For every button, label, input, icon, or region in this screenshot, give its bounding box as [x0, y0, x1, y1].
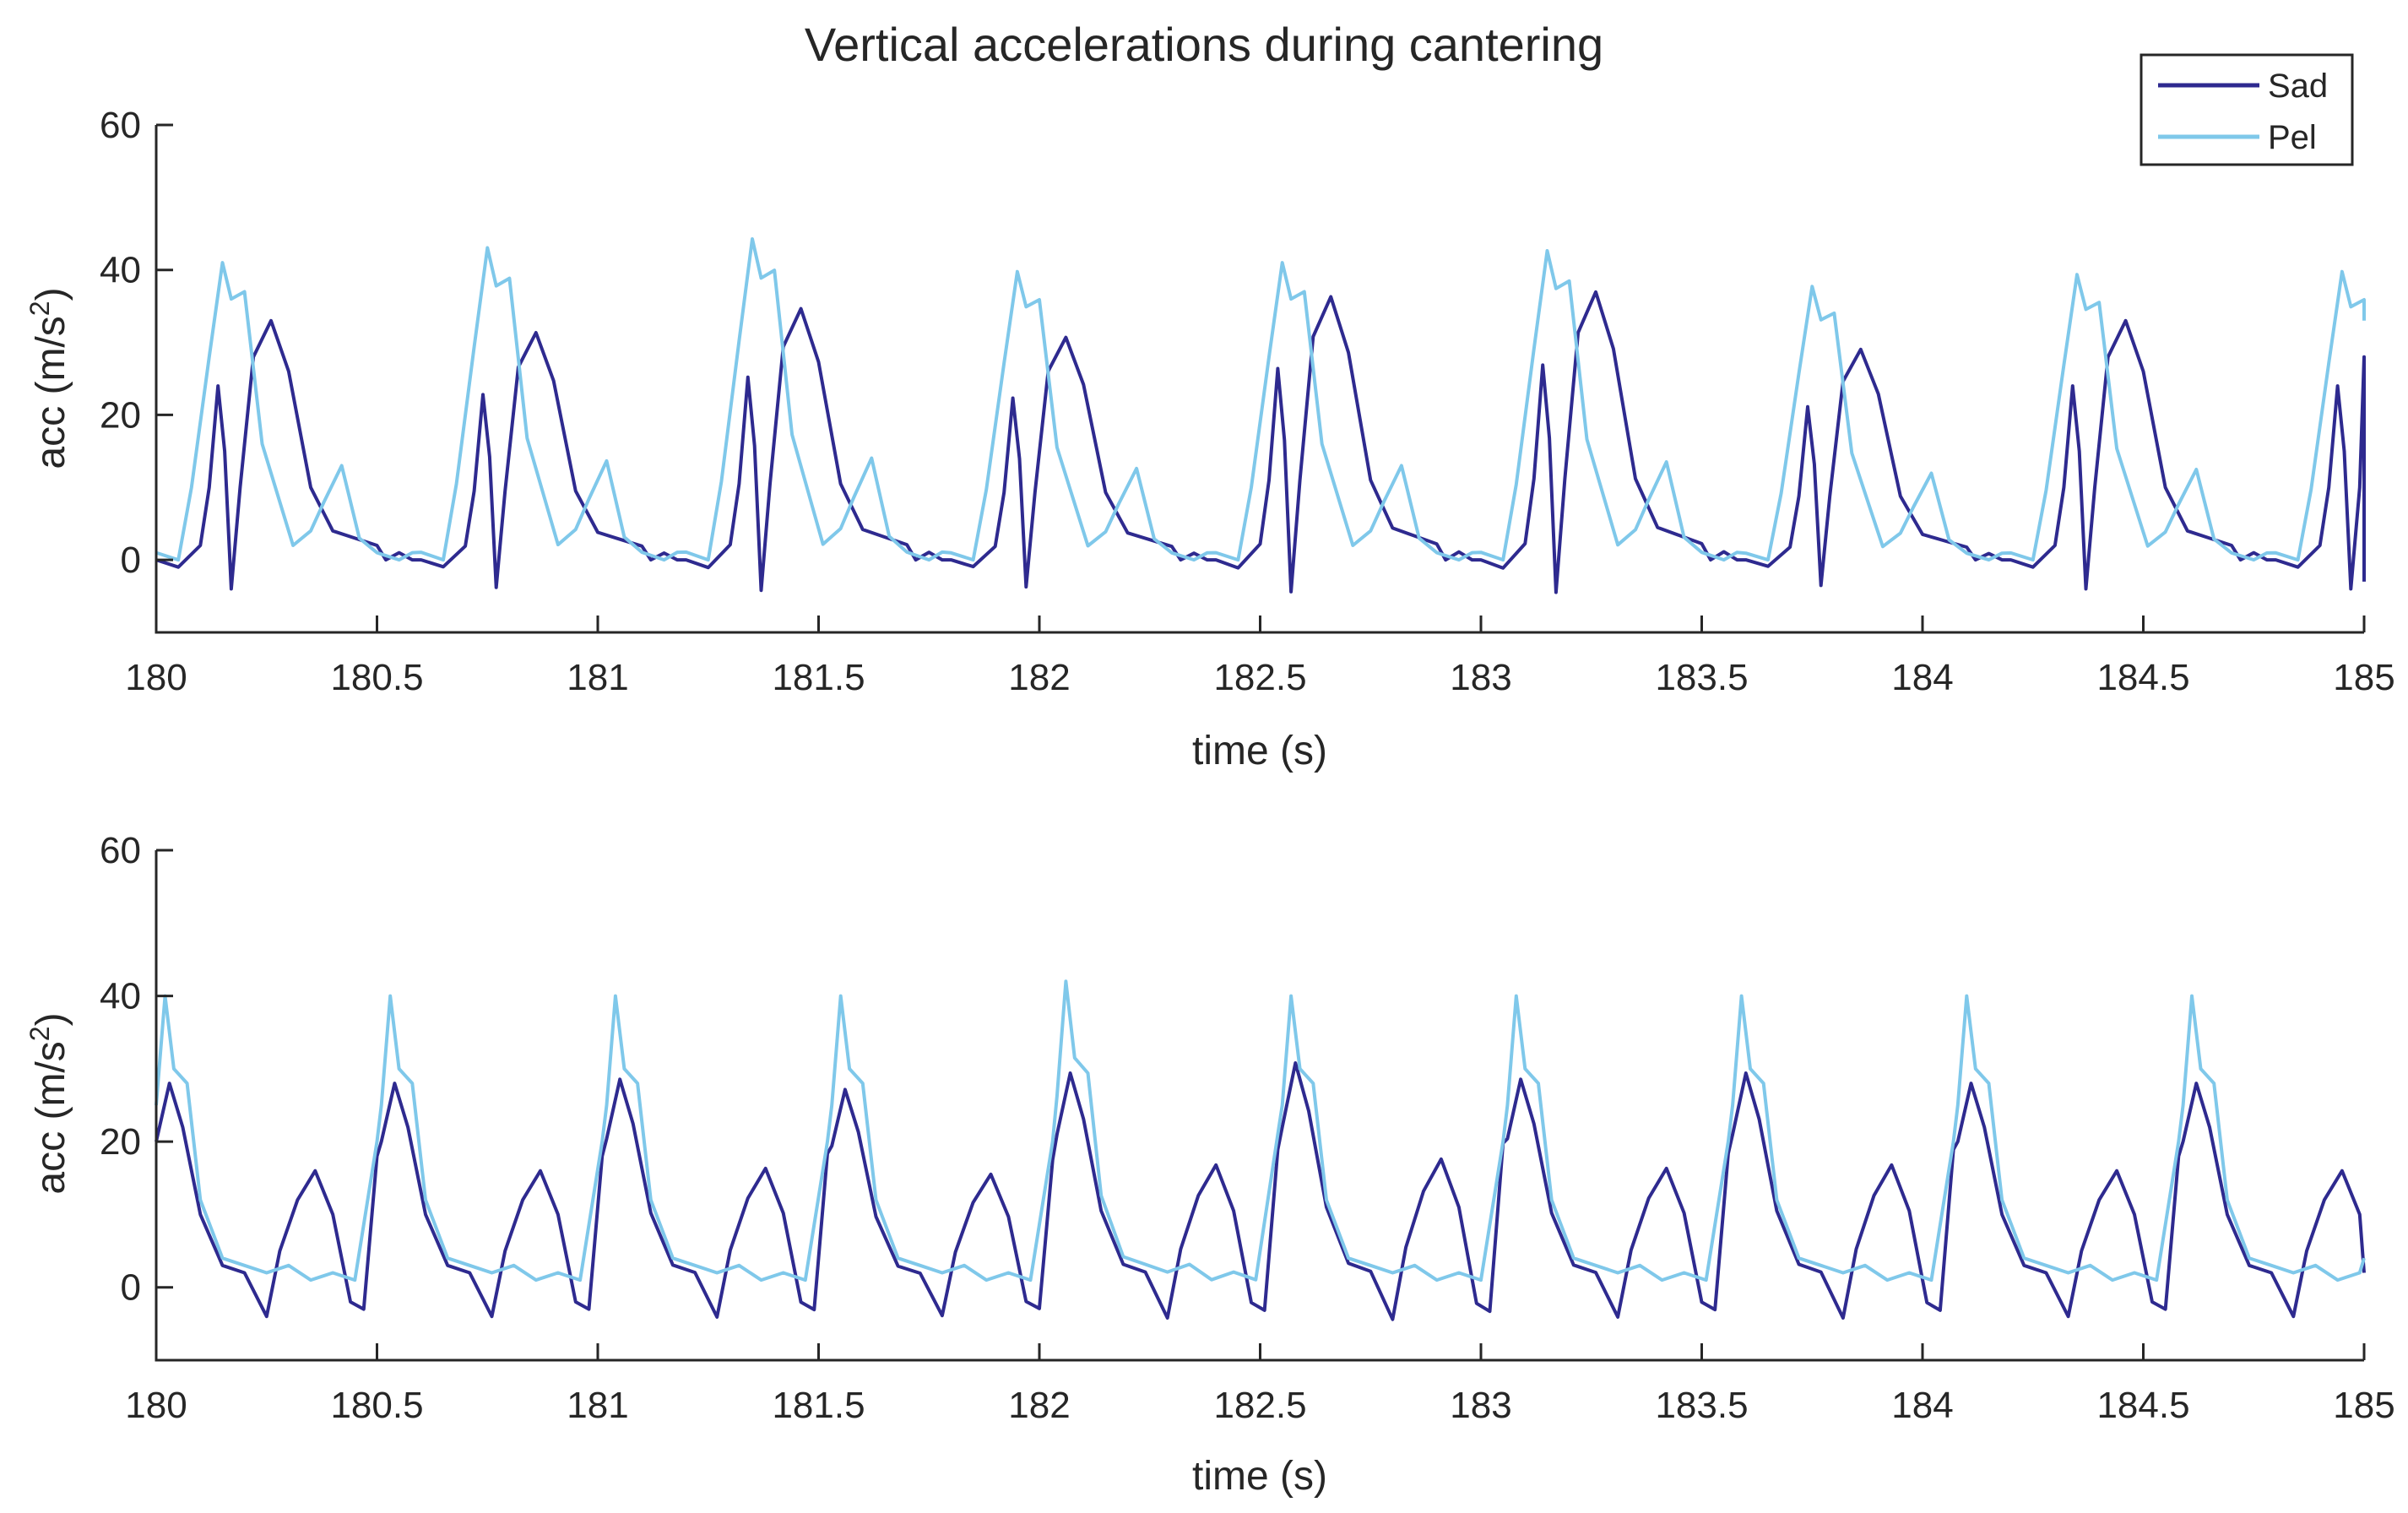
y-tick-label: 20 — [100, 1121, 141, 1163]
bottom-axes: 180 180.5 181 181.5 182 182.5 183 183.5 184 184.5… — [24, 830, 2395, 1499]
series-line-pel — [155, 237, 2366, 562]
y-tick-label: 60 — [100, 105, 141, 146]
top-x-axis-label: time (s) — [1192, 729, 1327, 773]
y-tick-label: 0 — [121, 1267, 141, 1309]
bottom-y-axis-label: acc (m/s2) — [24, 1012, 73, 1194]
x-tick-label: 183.5 — [1655, 657, 1748, 698]
series-line-sad — [155, 1061, 2366, 1321]
top-y-ticks: 0 20 40 60 — [100, 105, 173, 581]
x-tick-label: 184.5 — [2096, 657, 2189, 698]
bottom-x-ticks: 180 180.5 181 181.5 182 182.5 183 183.5 184 184.5… — [125, 1343, 2395, 1426]
y-tick-label: 40 — [100, 250, 141, 291]
bottom-plot-lines — [155, 979, 2366, 1321]
x-tick-label: 184.5 — [2096, 1385, 2189, 1426]
x-tick-label: 181.5 — [772, 657, 865, 698]
bottom-y-ticks: 0 20 40 60 — [100, 830, 173, 1309]
y-tick-label: 0 — [121, 540, 141, 581]
x-tick-label: 183.5 — [1655, 1385, 1748, 1426]
top-x-ticks: 180 180.5 181 181.5 182 182.5 183 183.5 184 184.5… — [125, 616, 2395, 698]
x-tick-label: 182 — [1008, 1385, 1070, 1426]
x-tick-label: 180.5 — [330, 657, 423, 698]
top-plot-lines — [155, 237, 2366, 594]
x-tick-label: 183 — [1450, 657, 1511, 698]
x-tick-label: 185 — [2333, 657, 2394, 698]
legend-box — [2140, 53, 2354, 166]
x-tick-label: 183 — [1450, 1385, 1511, 1426]
x-tick-label: 181.5 — [772, 1385, 865, 1426]
legend-label-sad: Sad — [2268, 68, 2328, 105]
legend-label-pel: Pel — [2268, 119, 2317, 156]
x-tick-label: 184 — [1891, 1385, 1953, 1426]
x-tick-label: 182 — [1008, 657, 1070, 698]
y-tick-label: 40 — [100, 976, 141, 1017]
x-tick-label: 184 — [1891, 657, 1953, 698]
bottom-x-axis-label: time (s) — [1192, 1454, 1327, 1499]
series-line-pel — [155, 979, 2366, 1283]
x-tick-label: 180 — [125, 1385, 187, 1426]
y-tick-label: 20 — [100, 394, 141, 436]
y-tick-label: 60 — [100, 830, 141, 871]
top-y-axis-label: acc (m/s2) — [24, 287, 73, 469]
top-axes: 180 180.5 181 181.5 182 182.5 183 183.5 184 184.5… — [24, 105, 2395, 773]
x-tick-label: 185 — [2333, 1385, 2394, 1426]
x-tick-label: 180 — [125, 657, 187, 698]
x-tick-label: 182.5 — [1213, 657, 1306, 698]
x-tick-label: 181 — [567, 1385, 628, 1426]
x-tick-label: 181 — [567, 657, 628, 698]
legend: Sad Pel — [2140, 53, 2354, 166]
x-tick-label: 182.5 — [1213, 1385, 1306, 1426]
chart-title: Vertical accelerations during cantering — [805, 18, 1603, 71]
x-tick-label: 180.5 — [330, 1385, 423, 1426]
series-line-sad — [155, 290, 2366, 594]
